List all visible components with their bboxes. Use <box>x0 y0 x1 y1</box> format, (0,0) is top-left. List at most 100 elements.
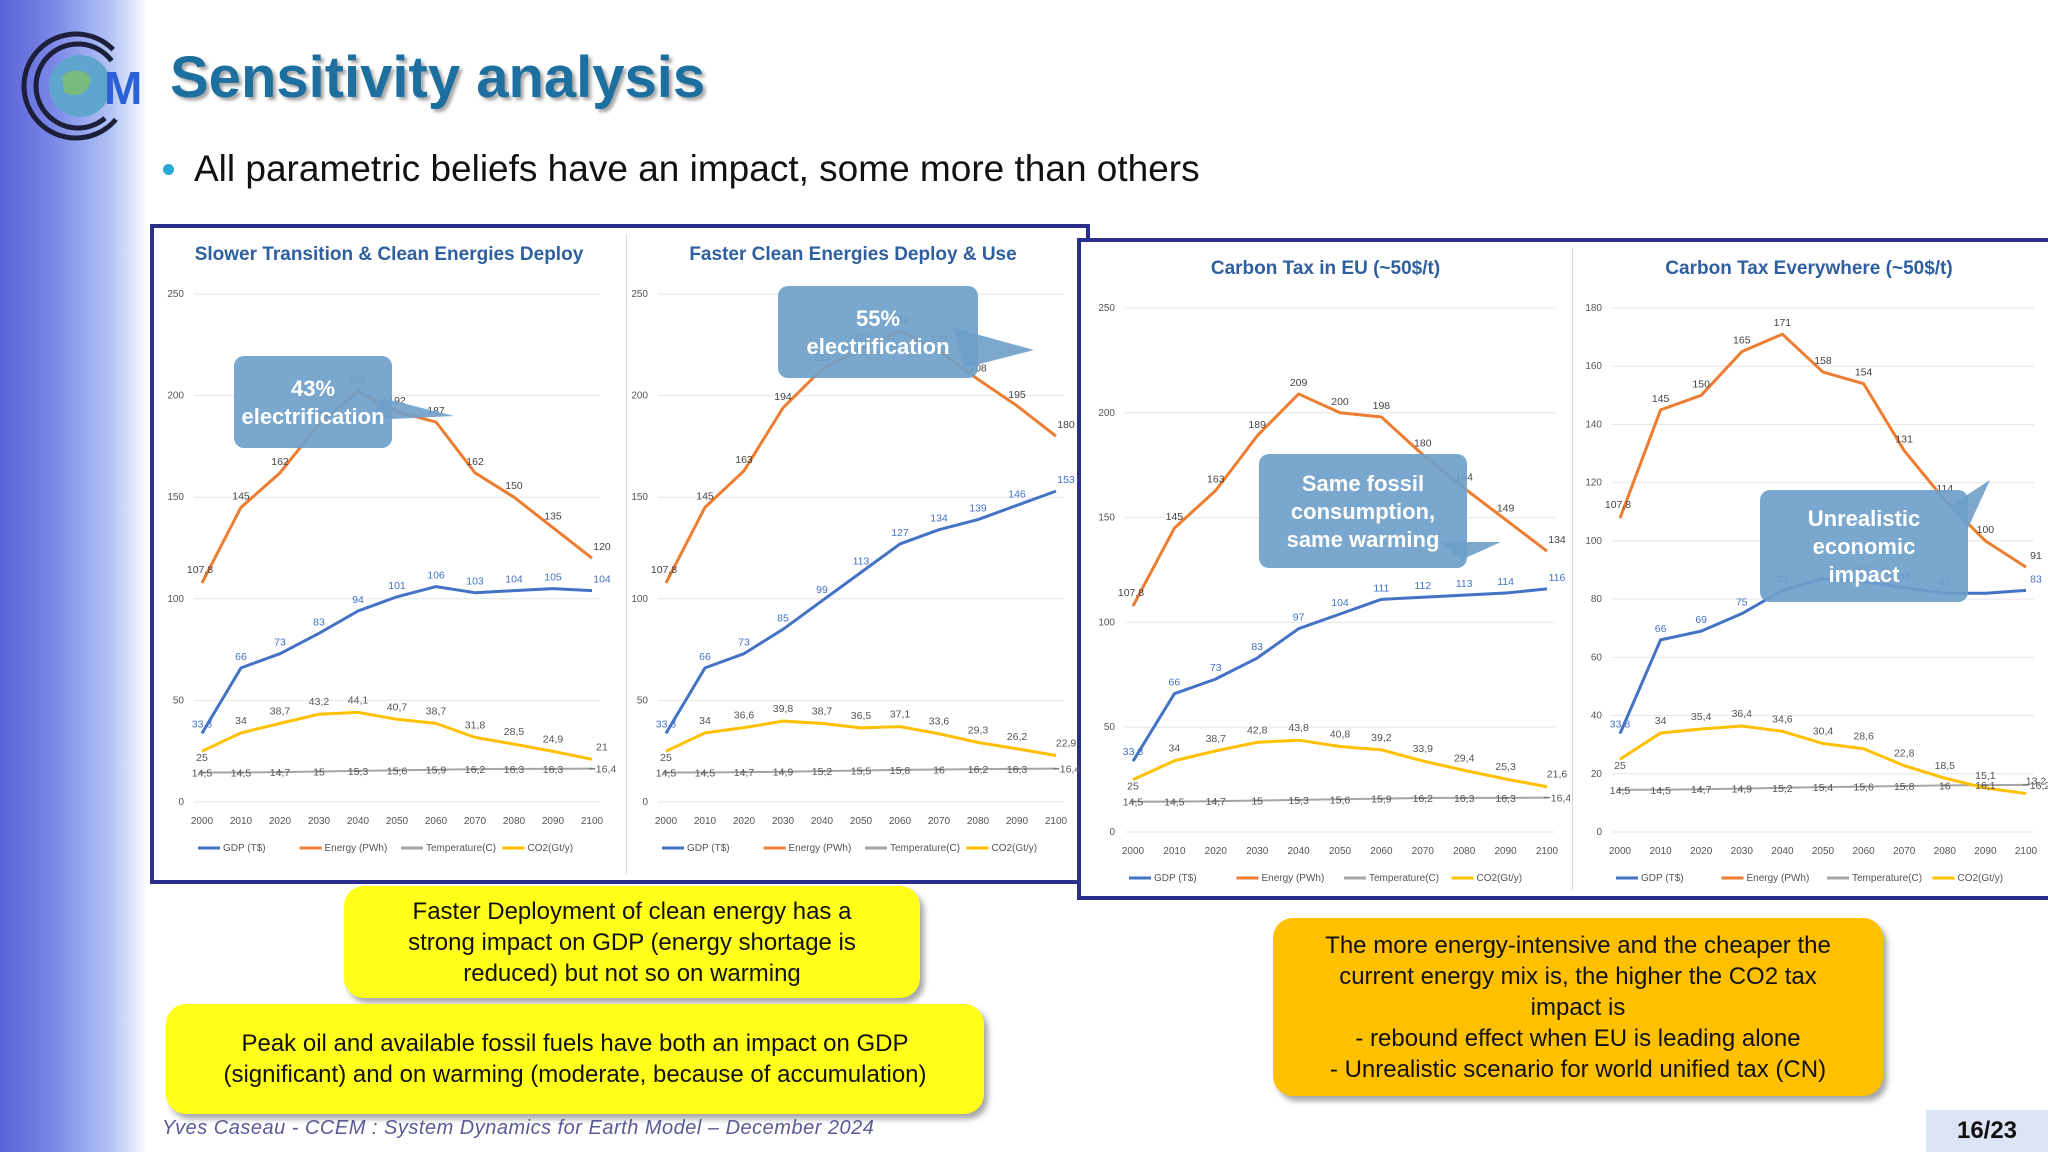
data-label-gdp: 73 <box>1210 662 1222 674</box>
data-label-temperature: 16,4 <box>1060 764 1081 776</box>
y-tick-label: 0 <box>1109 827 1115 838</box>
x-tick-label: 2050 <box>850 816 873 827</box>
data-label-temperature: 16,3 <box>1495 793 1516 805</box>
data-label-energy: 145 <box>232 490 250 502</box>
data-label-gdp: 101 <box>388 580 406 592</box>
legend-label: GDP (T$) <box>687 843 730 854</box>
y-tick-label: 200 <box>167 391 184 402</box>
callout-box <box>778 286 978 378</box>
x-tick-label: 2060 <box>425 816 448 827</box>
legend-label: CO2(Gt/y) <box>992 843 1038 854</box>
callout-text: consumption, <box>1291 499 1435 524</box>
data-label-energy: 107,8 <box>1118 587 1144 599</box>
data-label-energy: 154 <box>1855 367 1873 379</box>
chart-carbon-tax-eu: Carbon Tax in EU (~50$/t) 0 50 100 150 200 250… <box>1098 258 1570 884</box>
data-label-co2: 38,7 <box>1206 733 1227 745</box>
data-label-temperature: 14,9 <box>773 767 794 779</box>
data-label-temperature: 15 <box>1251 796 1263 808</box>
y-tick-label: 0 <box>178 797 184 808</box>
data-label-energy: 163 <box>735 454 753 466</box>
data-label-gdp: 33,8 <box>656 718 677 730</box>
data-label-energy: 158 <box>1814 355 1832 367</box>
data-label-temperature: 14,5 <box>1123 797 1144 809</box>
data-label-temperature: 15,2 <box>812 766 833 778</box>
data-label-temperature: 16,3 <box>543 764 564 776</box>
data-label-temperature: 15,8 <box>890 765 911 777</box>
data-label-temperature: 15,8 <box>1894 781 1915 793</box>
data-label-gdp: 116 <box>1549 572 1566 584</box>
x-tick-label: 2100 <box>2015 846 2038 857</box>
x-tick-label: 2010 <box>230 816 253 827</box>
data-label-energy: 149 <box>1497 503 1515 515</box>
x-tick-label: 2030 <box>1246 846 1269 857</box>
legend-label: CO2(Gt/y) <box>528 843 574 854</box>
data-label-gdp: 66 <box>1169 677 1181 689</box>
x-tick-label: 2040 <box>1771 846 1794 857</box>
y-tick-label: 250 <box>167 289 184 300</box>
data-label-co2: 34 <box>699 715 711 727</box>
callout-text: 43% <box>291 376 335 401</box>
series-line-gdp <box>1131 587 1548 762</box>
x-tick-label: 2040 <box>1287 846 1310 857</box>
data-label-temperature: 14,7 <box>1206 796 1227 808</box>
data-label-energy: 162 <box>271 456 289 468</box>
x-tick-label: 2020 <box>1205 846 1228 857</box>
note-peak-oil: Peak oil and available fossil fuels have… <box>166 1004 984 1114</box>
x-tick-label: 2050 <box>1812 846 1835 857</box>
y-tick-label: 0 <box>1596 827 1602 838</box>
data-label-co2: 29,3 <box>968 724 989 736</box>
data-label-temperature: 16 <box>933 764 945 776</box>
callout-text: economic <box>1813 534 1916 559</box>
data-label-co2: 18,5 <box>1935 760 1956 772</box>
x-tick-label: 2070 <box>928 816 951 827</box>
legend-label: CO2(Gt/y) <box>1958 873 2004 884</box>
data-label-gdp: 114 <box>1497 576 1514 588</box>
data-label-temperature: 14,5 <box>1610 785 1631 797</box>
data-label-gdp: 105 <box>544 572 562 584</box>
data-label-co2: 25 <box>1614 760 1626 772</box>
x-tick-label: 2080 <box>503 816 526 827</box>
data-label-energy: 198 <box>1373 400 1391 412</box>
legend-label: GDP (T$) <box>1641 873 1684 884</box>
data-label-gdp: 69 <box>1695 614 1707 626</box>
logo-text: M <box>104 62 140 114</box>
data-label-gdp: 127 <box>891 527 909 539</box>
legend-label: Temperature(C) <box>890 843 960 854</box>
data-label-temperature: 15,6 <box>1853 782 1874 794</box>
x-tick-label: 2090 <box>1006 816 1029 827</box>
data-label-co2: 34 <box>1169 743 1181 755</box>
x-tick-label: 2100 <box>581 816 604 827</box>
data-label-gdp: 103 <box>466 576 484 588</box>
data-label-temperature: 14,5 <box>231 768 252 780</box>
data-label-energy: 180 <box>1057 419 1075 431</box>
callout-text: 55% <box>856 306 900 331</box>
x-tick-label: 2000 <box>1609 846 1632 857</box>
data-label-co2: 37,1 <box>890 709 911 721</box>
chart-title: Carbon Tax Everywhere (~50$/t) <box>1665 258 1952 279</box>
callout-text: Same fossil <box>1302 471 1424 496</box>
legend-label: Temperature(C) <box>1369 873 1439 884</box>
x-tick-label: 2000 <box>1122 846 1145 857</box>
data-label-temperature: 15,2 <box>1772 783 1793 795</box>
data-label-temperature: 14,5 <box>192 768 213 780</box>
x-tick-label: 2040 <box>811 816 834 827</box>
data-label-temperature: 15,9 <box>426 765 447 777</box>
data-label-gdp: 153 <box>1057 474 1075 486</box>
data-label-co2: 22,9 <box>1056 737 1077 749</box>
data-label-co2: 25 <box>196 752 208 764</box>
x-tick-label: 2020 <box>733 816 756 827</box>
footer-text: Yves Caseau - CCEM : System Dynamics for… <box>162 1117 875 1139</box>
series-line-co2 <box>1619 724 2027 796</box>
y-tick-label: 20 <box>1591 769 1603 780</box>
data-label-temperature: 15 <box>313 767 325 779</box>
data-label-gdp: 106 <box>427 570 445 582</box>
x-tick-label: 2030 <box>1731 846 1754 857</box>
x-tick-label: 2000 <box>191 816 214 827</box>
x-tick-label: 2040 <box>347 816 370 827</box>
data-label-gdp: 113 <box>853 555 870 567</box>
x-tick-label: 2100 <box>1536 846 1559 857</box>
data-label-co2: 34 <box>1655 715 1667 727</box>
data-label-energy: 120 <box>593 541 611 553</box>
y-tick-label: 180 <box>1585 303 1602 314</box>
callout-text: electrification <box>806 334 949 359</box>
